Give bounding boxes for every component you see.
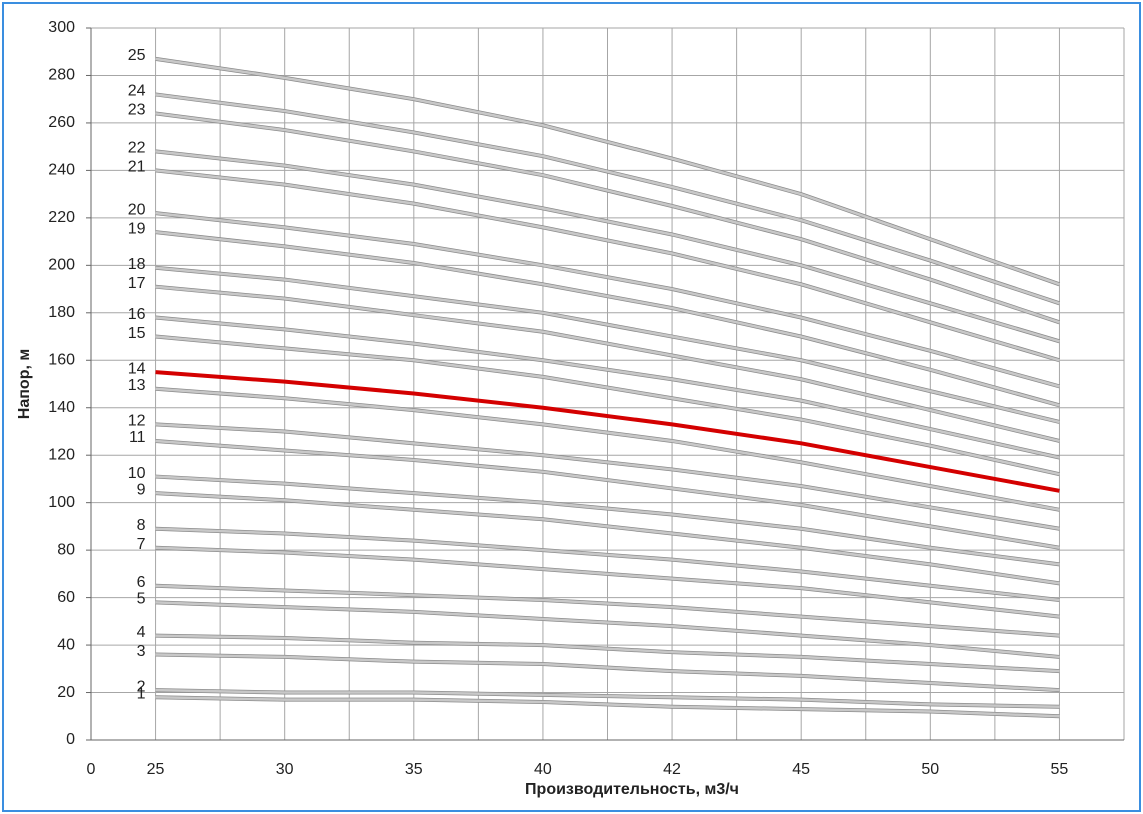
y-tick-label: 100 <box>48 494 75 511</box>
y-tick-label: 160 <box>48 351 75 368</box>
series-label: 3 <box>137 643 146 660</box>
y-tick-label: 80 <box>57 541 75 558</box>
series-label: 6 <box>137 574 146 591</box>
series-line <box>155 150 1060 343</box>
series-label: 12 <box>128 413 146 430</box>
y-tick-label: 20 <box>57 684 75 701</box>
series-line <box>155 439 1060 549</box>
series-line <box>155 112 1060 324</box>
y-tick-label: 0 <box>66 731 75 748</box>
series-line <box>155 370 1060 493</box>
series-label: 18 <box>128 256 146 273</box>
series-line <box>155 211 1060 388</box>
series-line <box>155 491 1060 585</box>
x-tick-label: 50 <box>921 761 939 778</box>
x-tick-label: 42 <box>663 761 681 778</box>
x-axis-title: Производительность, м3/ч <box>525 781 739 798</box>
series-line <box>155 57 1060 286</box>
series-label: 7 <box>137 536 146 553</box>
series-label: 5 <box>137 591 146 608</box>
series-label: 8 <box>137 517 146 534</box>
series-label: 17 <box>128 275 146 292</box>
series-label: 4 <box>137 624 146 641</box>
x-tick-label: 45 <box>792 761 810 778</box>
series-line <box>155 653 1060 692</box>
series-label: 16 <box>128 306 146 323</box>
series-label: 2 <box>137 678 146 695</box>
series-label: 21 <box>128 159 146 176</box>
series-label: 11 <box>129 429 146 446</box>
series-label: 25 <box>128 47 146 64</box>
series-line <box>155 688 1060 709</box>
series-line <box>155 527 1060 602</box>
y-tick-label: 60 <box>57 589 75 606</box>
series-line <box>155 266 1060 424</box>
y-tick-label: 220 <box>48 209 75 226</box>
series-label: 19 <box>128 220 146 237</box>
series-line <box>155 475 1060 566</box>
series-label: 24 <box>128 83 146 100</box>
series-label: 10 <box>128 465 146 482</box>
series-line <box>155 93 1060 305</box>
series-label: 9 <box>137 481 146 498</box>
x-tick-label: 55 <box>1051 761 1069 778</box>
x-tick-label: 30 <box>276 761 294 778</box>
y-tick-label: 120 <box>48 446 75 463</box>
series-line <box>155 634 1060 673</box>
series-label: 20 <box>128 201 146 218</box>
series-line <box>155 601 1060 659</box>
series-line <box>155 316 1060 459</box>
series-label: 1 <box>137 685 146 702</box>
series-line <box>155 584 1060 637</box>
y-tick-label: 260 <box>48 114 75 131</box>
x-tick-label: 25 <box>147 761 165 778</box>
y-tick-label: 140 <box>48 399 75 416</box>
series-line <box>155 169 1060 362</box>
series-label: 22 <box>128 140 146 157</box>
y-tick-label: 180 <box>48 304 75 321</box>
x-tick-label: 40 <box>534 761 552 778</box>
series-line <box>155 696 1060 718</box>
series-line <box>155 285 1060 443</box>
x-tick-label: 35 <box>405 761 423 778</box>
y-tick-label: 300 <box>48 19 75 36</box>
x-tick-label: 0 <box>87 761 96 778</box>
series-label: 13 <box>128 377 146 394</box>
y-tick-label: 40 <box>57 636 75 653</box>
series-line <box>155 423 1060 531</box>
y-axis-title: Напор, м <box>16 349 33 419</box>
series-label: 14 <box>128 360 146 377</box>
series-label: 15 <box>128 325 146 342</box>
series-label: 23 <box>128 102 146 119</box>
series-line <box>155 230 1060 407</box>
y-tick-label: 240 <box>48 162 75 179</box>
y-tick-label: 280 <box>48 67 75 84</box>
series-line <box>155 335 1060 476</box>
series-line <box>155 387 1060 512</box>
series-line <box>155 546 1060 618</box>
y-tick-label: 200 <box>48 257 75 274</box>
